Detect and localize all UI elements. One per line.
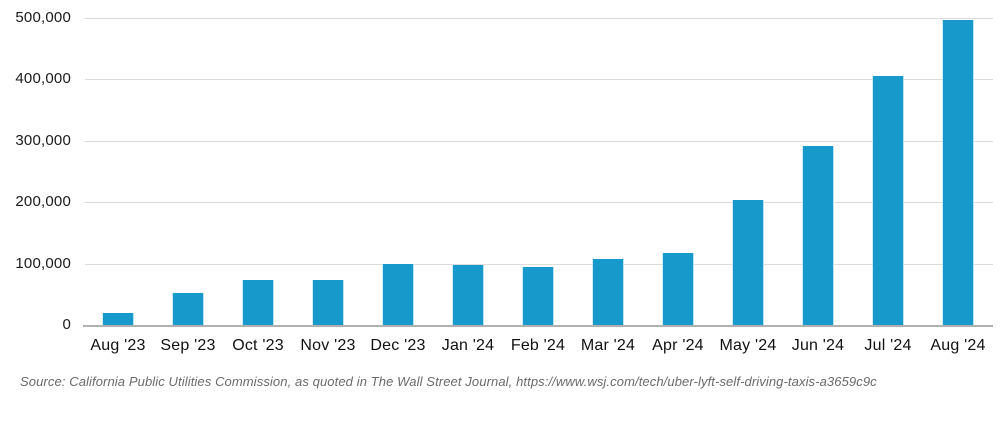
bar-dec-23 [382,264,413,325]
bar-jun-24 [803,146,833,325]
gridline-100000 [85,263,993,265]
y-tick-label-300-000: 300,000 [15,131,71,149]
x-tick-label-sep-23: Sep '23 [160,337,216,354]
bar-aug-23 [103,313,133,325]
bar-may-24 [733,200,763,325]
y-tick-label-400-000: 400,000 [15,70,71,88]
x-tick-label-jan-24: Jan '24 [441,337,495,354]
gridline-500000 [85,18,993,19]
x-tick-label-jul-24: Jul '24 [864,337,912,354]
x-axis: Aug '23 Sep '23 Oct '23 Nov '23 Dec '23 Jan '… [83,336,993,356]
x-tick-label-feb-24: Feb '24 [510,337,566,354]
y-tick-label-100-000: 100,000 [15,254,71,272]
y-tick-label-200-000: 200,000 [15,193,71,211]
y-axis: 0 100,000 200,000 300,000 400,000 500,000 [0,9,71,333]
x-tick-label-aug-24: Aug '24 [930,337,986,354]
bar-sep-23 [173,293,203,325]
x-tick-label-aug-23: Aug '23 [90,337,146,354]
bar-nov-23 [313,279,343,325]
x-tick-label-oct-23: Oct '23 [232,337,284,354]
x-tick-label-apr-24: Apr '24 [652,337,704,354]
bar-jan-24 [453,264,483,325]
y-tick-label-0: 0 [62,316,71,333]
bar-aug-24 [943,19,973,325]
x-tick-label-may-24: May '24 [719,337,777,354]
bar-feb-24 [523,266,553,325]
bar-oct-23 [243,279,273,325]
gridline-200000 [85,202,993,204]
source-note: Source: California Public Utilities Comm… [20,374,877,389]
x-tick-label-nov-23: Nov '23 [300,337,356,354]
x-tick-label-mar-24: Mar '24 [580,337,636,354]
gridline-300000 [85,140,993,142]
plot-area [83,18,993,327]
bar-jul-24 [873,76,903,325]
bar-apr-24 [662,253,693,325]
y-tick-label-500-000: 500,000 [15,9,71,26]
x-tick-label-dec-23: Dec '23 [370,337,426,354]
bar-mar-24 [593,258,623,325]
gridline-400000 [85,79,993,81]
x-tick-label-jun-24: Jun '24 [791,337,845,354]
